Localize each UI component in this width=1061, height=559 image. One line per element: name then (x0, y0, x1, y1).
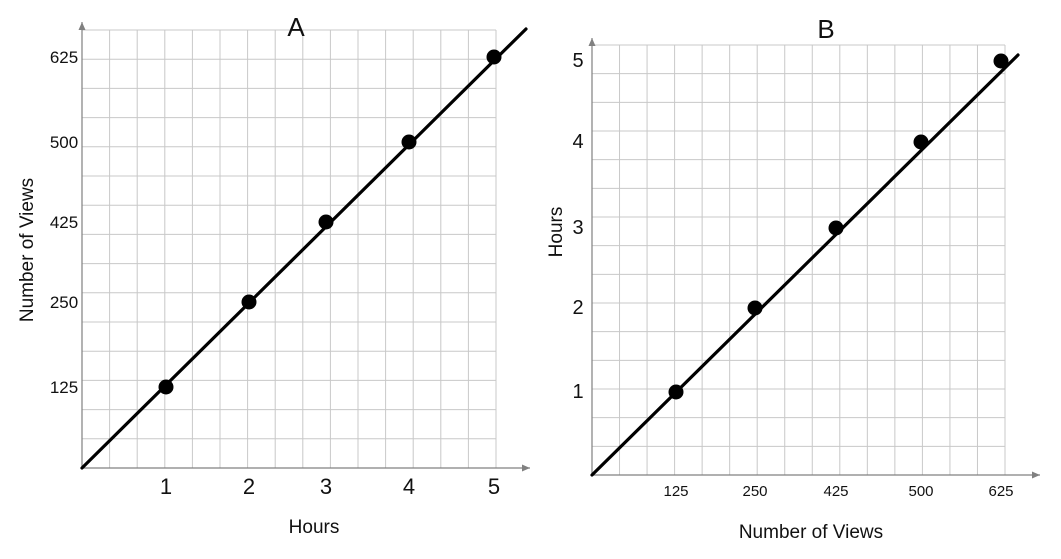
x-tick-label: 3 (320, 474, 332, 499)
chart-a: 1 2 3 4 5 125 250 425 500 625 A Hours Number of … (17, 12, 530, 538)
data-point (318, 214, 334, 230)
chart-a-grid (82, 29, 497, 468)
chart-a-y-axis-label: Number of Views (17, 178, 38, 322)
data-point (913, 134, 929, 150)
y-tick-label: 625 (50, 48, 78, 67)
x-tick-label: 425 (823, 483, 848, 500)
y-tick-label: 1 (572, 381, 583, 403)
x-axis-arrow-icon (1032, 471, 1040, 479)
y-tick-label: 3 (572, 217, 583, 239)
data-point (401, 134, 417, 150)
y-tick-label: 2 (572, 297, 583, 319)
y-tick-label: 425 (50, 213, 78, 232)
x-tick-label: 2 (243, 474, 255, 499)
data-point (668, 384, 684, 400)
chart-a-x-axis-label: Hours (289, 517, 340, 538)
y-tick-label: 4 (572, 131, 583, 153)
chart-a-y-ticks: 125 250 425 500 625 (50, 48, 78, 397)
chart-b-title: B (817, 14, 834, 44)
y-tick-label: 5 (572, 50, 583, 72)
x-tick-label: 500 (908, 483, 933, 500)
chart-a-title: A (287, 12, 305, 42)
chart-b-axes (588, 38, 1040, 479)
chart-a-x-ticks: 1 2 3 4 5 (160, 474, 500, 499)
y-tick-label: 125 (50, 378, 78, 397)
x-axis-arrow-icon (522, 464, 530, 472)
data-point (828, 220, 844, 236)
y-axis-arrow-icon (588, 38, 596, 46)
data-point (486, 49, 502, 65)
x-tick-label: 1 (160, 474, 172, 499)
chart-b-trend-line (590, 53, 1020, 477)
chart-b-grid (592, 44, 1006, 475)
data-point (993, 53, 1009, 69)
x-tick-label: 625 (988, 483, 1013, 500)
chart-a-axes (78, 22, 530, 472)
chart-b-x-axis-label: Number of Views (739, 522, 883, 543)
data-point (747, 300, 763, 316)
x-tick-label: 125 (663, 483, 688, 500)
data-point (241, 294, 257, 310)
y-tick-label: 500 (50, 133, 78, 152)
chart-b-y-ticks: 1 2 3 4 5 (572, 50, 583, 403)
y-tick-label: 250 (50, 293, 78, 312)
chart-b-y-axis-label: Hours (546, 207, 567, 258)
x-tick-label: 5 (488, 474, 500, 499)
y-axis-arrow-icon (78, 22, 86, 30)
chart-b-x-ticks: 125 250 425 500 625 (663, 483, 1013, 500)
chart-a-trend-line (80, 27, 528, 470)
x-tick-label: 4 (403, 474, 415, 499)
data-point (158, 379, 174, 395)
chart-b-points (668, 53, 1009, 400)
chart-a-points (158, 49, 502, 395)
x-tick-label: 250 (742, 483, 767, 500)
